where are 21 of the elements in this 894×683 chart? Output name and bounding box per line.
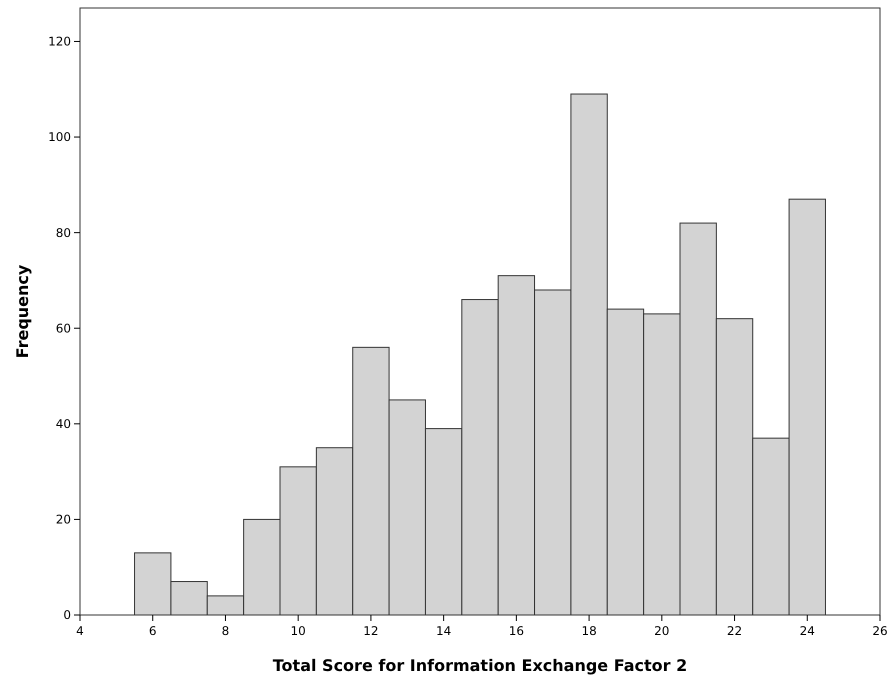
- x-tick-label: 12: [363, 624, 379, 638]
- y-tick-label: 60: [56, 321, 71, 336]
- x-tick-label: 26: [872, 624, 888, 638]
- x-tick-label: 18: [581, 624, 597, 638]
- y-tick-label: 40: [56, 417, 71, 432]
- y-tick-label: 80: [56, 226, 71, 240]
- x-axis-title: Total Score for Information Exchange Factor 2: [272, 656, 688, 675]
- x-tick-label: 24: [800, 624, 815, 638]
- x-tick-label: 6: [148, 624, 157, 638]
- x-tick-label: 10: [290, 624, 306, 638]
- y-tick-label: 0: [63, 608, 71, 622]
- x-tick-label: 14: [436, 624, 452, 638]
- y-tick-label: 120: [48, 34, 71, 49]
- x-tick-label: 4: [76, 624, 84, 638]
- y-tick-label: 20: [56, 512, 71, 527]
- y-tick-label: 100: [48, 130, 71, 144]
- x-tick-label: 16: [508, 624, 524, 638]
- x-tick-label: 22: [726, 624, 742, 638]
- y-axis-title: Frequency: [13, 264, 32, 358]
- x-tick-label: 20: [654, 624, 670, 638]
- x-tick-label: 8: [222, 624, 230, 638]
